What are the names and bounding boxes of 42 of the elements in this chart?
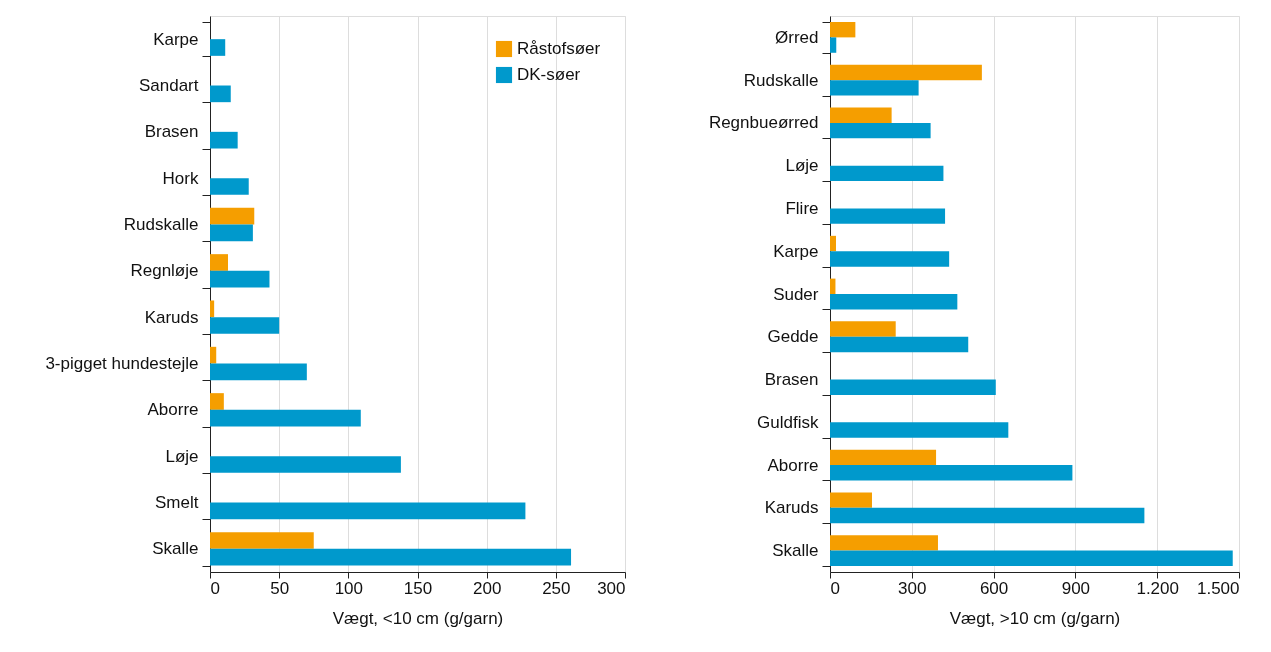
x-tick-label: 0 [830, 578, 840, 598]
legend-label: DK-søer [517, 65, 581, 84]
y-tick-label: Suder [773, 284, 819, 304]
y-tick-label: Guldfisk [757, 412, 819, 432]
y-tick-label: Løje [165, 446, 199, 466]
x-tick-label: 250 [542, 578, 571, 598]
y-tick-label: Sandart [138, 76, 199, 95]
x-tick-label: 600 [979, 578, 1009, 598]
y-tick-label: Rudskalle [743, 70, 819, 90]
x-tick-label: 1.200 [1136, 578, 1179, 598]
x-tick-label: 300 [898, 578, 927, 598]
x-tick-label: 50 [270, 578, 290, 598]
y-tick-label: Karpe [773, 241, 819, 261]
y-tick-label: Hork [162, 168, 199, 188]
x-axis-title: Vægt, >10 cm (g/garn) [949, 608, 1121, 628]
y-tick-label: Aborre [147, 400, 199, 420]
x-tick-label: 900 [1061, 578, 1091, 598]
x-tick-label: 100 [334, 578, 364, 598]
y-tick-label: Rudskalle [123, 215, 199, 234]
y-tick-label: Karuds [144, 307, 199, 327]
y-tick-label: Regnløje [130, 261, 199, 281]
y-tick-label: Brasen [764, 370, 819, 390]
y-tick-label: Aborre [767, 455, 819, 475]
y-tick-label: Løje [785, 156, 819, 176]
y-tick-label: Flire [785, 198, 819, 218]
y-tick-label: Skalle [772, 541, 819, 561]
x-tick-label: 150 [403, 578, 433, 598]
x-tick-label: 1.500 [1196, 578, 1240, 598]
x-tick-label: 0 [210, 578, 220, 598]
y-tick-label: Karuds [764, 498, 819, 518]
y-tick-label: Brasen [144, 122, 199, 142]
x-tick-label: 300 [597, 578, 626, 598]
y-tick-label: Smelt [155, 493, 199, 512]
y-tick-label: Regnbueørred [708, 113, 819, 133]
x-axis-title: Vægt, <10 cm (g/garn) [332, 608, 504, 628]
legend-label: Råstofsøer [517, 39, 601, 58]
y-tick-label: Karpe [153, 29, 199, 49]
y-tick-label: Gedde [767, 327, 819, 347]
x-tick-label: 200 [472, 578, 502, 598]
y-tick-label: Skalle [152, 539, 199, 559]
y-tick-label: 3-pigget hundestejle [45, 354, 199, 373]
y-tick-label: Ørred [775, 27, 819, 47]
